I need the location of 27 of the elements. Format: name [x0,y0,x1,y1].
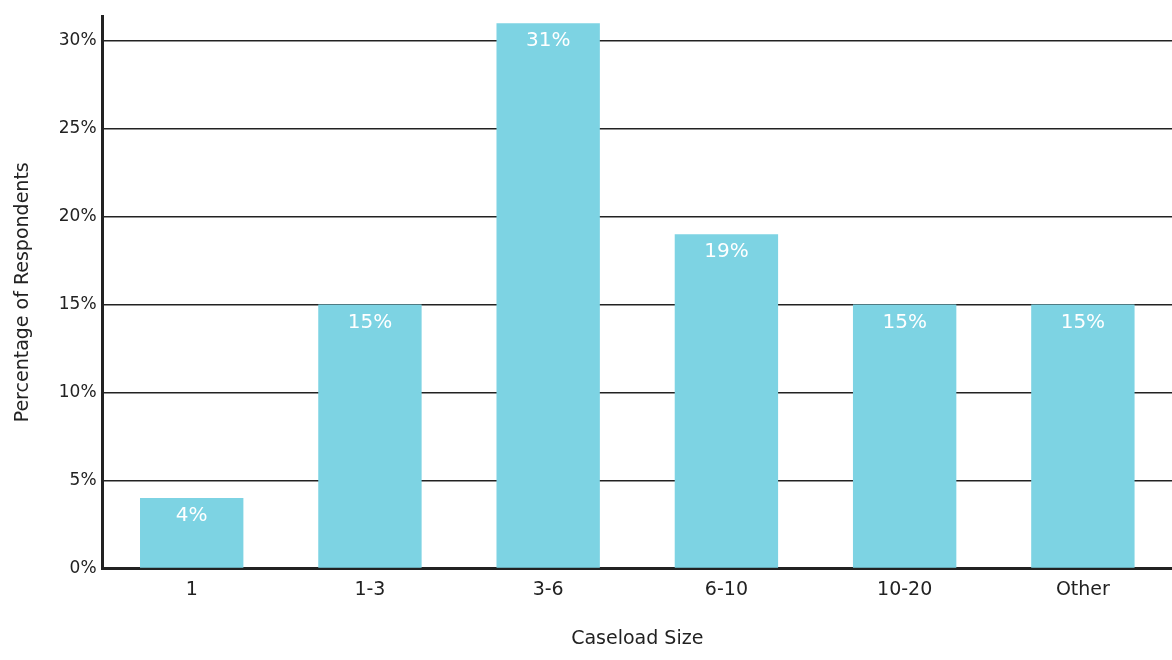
x-tick-label: Other [1055,576,1111,599]
y-tick-label: 5% [69,468,97,489]
x-tick-label: 1-3 [354,576,386,599]
x-tick-label: 3-6 [532,576,564,599]
bar [318,304,422,568]
bar [674,234,779,568]
data-label: 15% [882,308,927,333]
data-label: 19% [704,238,749,263]
data-label: 31% [525,27,571,52]
x-tick-label: 1 [185,576,198,599]
y-tick-label: 30% [58,29,97,50]
bar [852,304,957,568]
x-tick-label: 6-10 [704,576,748,599]
x-tick-label: 10-20 [877,576,933,599]
data-label: 15% [1060,308,1106,333]
y-axis-title: Percentage of Respondents [10,162,33,423]
y-tick-label: 25% [58,117,97,138]
data-label: 15% [347,308,393,333]
x-axis-title: Caseload Size [571,625,704,648]
y-tick-label: 15% [58,293,97,314]
bar [496,23,600,568]
data-label: 4% [175,502,208,527]
y-tick-label: 20% [58,205,97,226]
bar [140,498,244,568]
y-tick-label: 10% [58,380,97,401]
y-tick-label: 0% [69,556,97,577]
bar [1031,304,1135,568]
